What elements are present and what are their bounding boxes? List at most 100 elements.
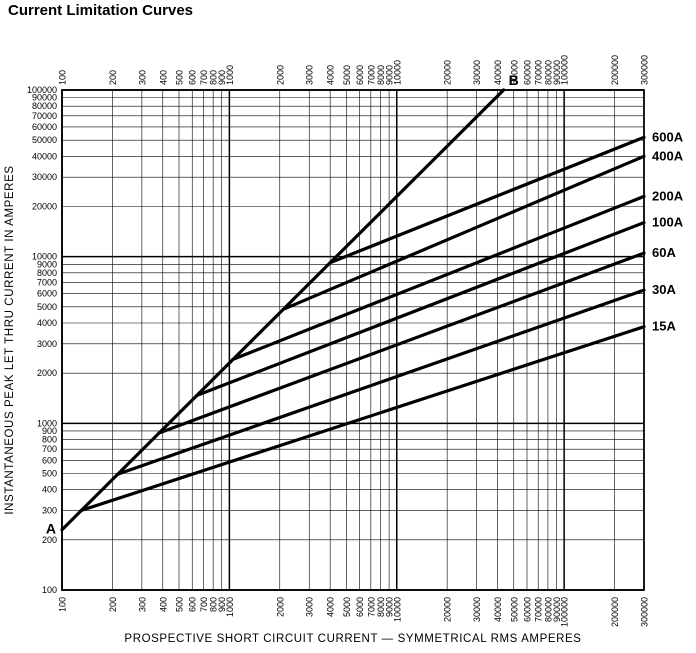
y-axis-tick-label: 30000 [32, 172, 57, 182]
curve-label-30A: 30A [652, 282, 676, 297]
x-axis-top-tick-label: 9000 [385, 65, 395, 85]
x-axis-title: PROSPECTIVE SHORT CIRCUIT CURRENT — SYMM… [124, 633, 581, 645]
x-axis-top-tick-label: 800 [209, 70, 219, 85]
curve-fuse-15A [79, 325, 646, 513]
y-axis-tick-label: 20000 [32, 201, 57, 211]
x-axis-top-tick-label: 90000 [552, 60, 562, 85]
x-axis-top-tick-label: 30000 [472, 60, 482, 85]
y-axis-tick-label: 500 [42, 469, 57, 479]
y-axis-tick-label: 400 [42, 485, 57, 495]
x-axis-top-tick-label: 400 [158, 70, 168, 85]
y-axis-tick-label: 6000 [37, 289, 57, 299]
x-axis-top-tick-label: 300 [137, 70, 147, 85]
curve-fuse-200A [231, 194, 646, 361]
curve-label-100A: 100A [652, 215, 684, 230]
x-axis-top-tick-label: 1000 [225, 65, 235, 85]
x-axis-top-tick-label: 2000 [275, 65, 285, 85]
x-axis-bottom-tick-label: 4000 [326, 597, 336, 617]
y-axis-tick-label: 5000 [37, 302, 57, 312]
x-axis-top-tick-label: 500 [174, 70, 184, 85]
x-axis-top-tick-label: 100000 [560, 55, 570, 85]
x-axis-bottom-tick-label: 30000 [472, 597, 482, 622]
x-axis-top-tick-label: 200000 [610, 55, 620, 85]
x-axis-top-tick-label: 700 [199, 70, 209, 85]
x-axis-top-tick-label: 7000 [366, 65, 376, 85]
y-axis-tick-label: 2000 [37, 368, 57, 378]
grid-lines [61, 89, 645, 591]
x-axis-bottom-tick-label: 100000 [560, 597, 570, 627]
x-axis-bottom-tick-label: 2000 [275, 597, 285, 617]
x-axis-bottom-tick-label: 7000 [366, 597, 376, 617]
x-axis-bottom-tick-label: 1000 [225, 597, 235, 617]
y-axis-tick-label: 100000 [27, 85, 57, 95]
y-axis-tick-label: 7000 [37, 277, 57, 287]
endpoint-label-B: B [509, 72, 519, 88]
y-axis-tick-label: 9000 [37, 259, 57, 269]
x-axis-bottom-tick-label: 200000 [610, 597, 620, 627]
x-axis-top-tick-label: 8000 [376, 65, 386, 85]
x-axis-bottom-tick-label: 300000 [640, 597, 650, 627]
curve-label-200A: 200A [652, 188, 684, 203]
x-axis-bottom-tick-label: 6000 [355, 597, 365, 617]
y-axis-tick-label: 70000 [32, 111, 57, 121]
x-axis-bottom-tick-label: 10000 [392, 597, 402, 622]
y-axis-tick-label: 50000 [32, 135, 57, 145]
y-axis-tick-label: 80000 [32, 101, 57, 111]
x-axis-bottom-tick-label: 500 [174, 597, 184, 612]
x-axis-top-tick-label: 300000 [640, 55, 650, 85]
x-axis-bottom-tick-label: 70000 [534, 597, 544, 622]
y-axis-tick-label: 4000 [37, 318, 57, 328]
x-axis-bottom-tick-label: 9000 [385, 597, 395, 617]
curve-label-15A: 15A [652, 319, 676, 334]
x-axis-bottom-tick-label: 50000 [509, 597, 519, 622]
x-axis-bottom-tick-label: 200 [108, 597, 118, 612]
y-axis-tick-label: 900 [42, 426, 57, 436]
y-axis-tick-label: 60000 [32, 122, 57, 132]
x-axis-bottom-tick-label: 5000 [342, 597, 352, 617]
curve-fuse-400A [281, 154, 646, 311]
plot-border [61, 89, 645, 591]
x-axis-top-tick-label: 200 [108, 70, 118, 85]
x-axis-top-tick-label: 70000 [534, 60, 544, 85]
x-axis-top-tick-label: 6000 [355, 65, 365, 85]
x-axis-bottom-tick-label: 800 [209, 597, 219, 612]
y-axis-title: INSTANTANEOUS PEAK LET THRU CURRENT IN A… [4, 165, 16, 514]
x-axis-top-tick-label: 10000 [392, 60, 402, 85]
x-axis-bottom-tick-label: 8000 [376, 597, 386, 617]
y-axis-tick-label: 300 [42, 505, 57, 515]
curve-fuse-60A [157, 251, 646, 435]
x-axis-bottom-tick-label: 80000 [543, 597, 553, 622]
y-axis-tick-label: 100 [42, 585, 57, 595]
x-axis-bottom-tick-label: 300 [137, 597, 147, 612]
curve-label-60A: 60A [652, 245, 676, 260]
x-axis-bottom-tick-label: 20000 [443, 597, 453, 622]
x-axis-bottom-tick-label: 3000 [305, 597, 315, 617]
endpoint-label-A: A [46, 521, 56, 537]
x-axis-bottom-tick-label: 900 [217, 597, 227, 612]
curve-rating-labels: A B 600A 400A 200A 100A 60A 30A 15A [46, 72, 684, 537]
curve-fuse-30A [116, 288, 646, 476]
x-axis-bottom-tick-label: 90000 [552, 597, 562, 622]
x-axis-bottom-tick-label: 40000 [493, 597, 503, 622]
x-axis-top-tick-label: 600 [188, 70, 198, 85]
x-axis-bottom-tick-label: 60000 [523, 597, 533, 622]
y-axis-tick-label: 10000 [32, 252, 57, 262]
x-axis-top-tick-label: 100 [58, 70, 68, 85]
y-axis-tick-label: 40000 [32, 151, 57, 161]
x-axis-top-tick-label: 60000 [523, 60, 533, 85]
curves [60, 88, 646, 532]
x-axis-top-tick-label: 4000 [326, 65, 336, 85]
y-axis-tick-label: 3000 [37, 339, 57, 349]
curve-label-400A: 400A [652, 148, 684, 163]
x-axis-bottom-tick-label: 100 [58, 597, 68, 612]
axis-tick-labels: 1001002002003003004004005005006006007007… [27, 55, 650, 627]
x-axis-top-tick-label: 80000 [543, 60, 553, 85]
x-axis-top-tick-label: 5000 [342, 65, 352, 85]
curve-label-600A: 600A [652, 129, 684, 144]
curve-fuse-100A [195, 221, 646, 397]
y-axis-tick-label: 8000 [37, 268, 57, 278]
x-axis-top-tick-label: 20000 [443, 60, 453, 85]
x-axis-top-tick-label: 40000 [493, 60, 503, 85]
